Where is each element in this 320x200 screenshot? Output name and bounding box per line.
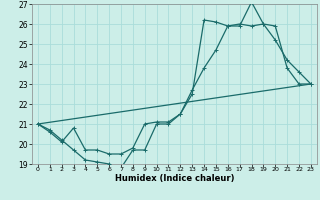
X-axis label: Humidex (Indice chaleur): Humidex (Indice chaleur) <box>115 174 234 183</box>
